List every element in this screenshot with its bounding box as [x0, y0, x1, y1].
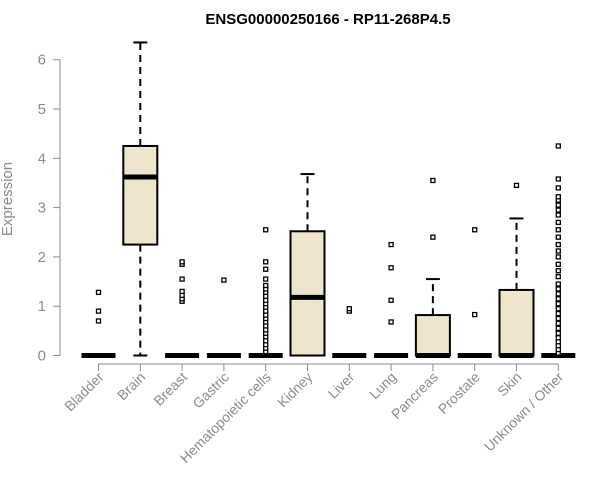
box-series: [81, 41, 576, 358]
outlier-point: [555, 306, 561, 312]
outlier-point: [179, 276, 185, 282]
outlier-point: [555, 219, 561, 226]
box-liver: [332, 306, 367, 358]
outlier-point: [555, 261, 561, 267]
chart-title: ENSG00000250166 - RP11-268P4.5: [205, 11, 450, 28]
outlier-point: [179, 288, 185, 295]
box-skin: [498, 182, 535, 358]
x-tick-label-bladder: Bladder: [61, 369, 107, 415]
outlier-point: [555, 207, 561, 213]
outlier-point: [221, 277, 227, 283]
x-tick-label-kidney: Kidney: [274, 369, 316, 411]
y-tick-label: 5: [38, 101, 46, 118]
outlier-point: [555, 335, 561, 341]
y-axis-label: Expression: [0, 162, 16, 236]
outlier-point: [555, 194, 561, 200]
box-hematopoietic-cells: [248, 227, 283, 358]
y-tick-label: 6: [38, 52, 46, 69]
x-tick-label-breast: Breast: [150, 369, 190, 409]
y-axis: 0 1 2 3 4 5 6: [38, 52, 61, 365]
outlier-point: [555, 281, 561, 287]
y-tick-label: 4: [38, 150, 46, 167]
box-unknown-other: [541, 143, 576, 358]
x-tick-label-lung: Lung: [366, 369, 399, 402]
outlier-point: [430, 234, 436, 240]
outlier-point: [555, 241, 561, 248]
outlier-point: [555, 330, 561, 336]
outlier-point: [263, 266, 269, 272]
y-tick-label: 2: [38, 249, 46, 266]
outlier-point: [555, 185, 561, 191]
outlier-point: [388, 241, 394, 248]
outlier-point: [388, 265, 394, 271]
outlier-point: [555, 176, 561, 182]
outlier-point: [472, 311, 478, 318]
x-tick-label-liver: Liver: [325, 369, 358, 402]
outlier-point: [430, 177, 436, 184]
x-tick-label-brain: Brain: [114, 369, 148, 403]
outlier-point: [555, 301, 561, 307]
outlier-point: [388, 319, 394, 325]
outlier-point: [179, 259, 185, 265]
outlier-point: [263, 276, 269, 282]
outlier-point: [555, 315, 561, 322]
outlier-point: [555, 320, 561, 327]
outlier-point: [555, 234, 561, 240]
outlier-point: [555, 202, 561, 208]
outlier-point: [346, 306, 352, 312]
box-bladder: [81, 289, 116, 358]
box-body: [122, 144, 159, 246]
outlier-point: [95, 308, 102, 314]
y-tick-label: 1: [38, 298, 46, 315]
outlier-point: [555, 273, 561, 280]
outlier-point: [555, 143, 561, 149]
outlier-point: [95, 318, 102, 324]
outlier-point: [513, 182, 520, 189]
outlier-point: [555, 268, 561, 274]
box-body: [498, 288, 535, 357]
box-pancreas: [414, 177, 451, 358]
outlier-point: [95, 289, 102, 296]
outlier-point: [555, 325, 561, 332]
box-gastric: [206, 277, 241, 358]
outlier-point: [263, 227, 269, 233]
outlier-point: [555, 286, 561, 292]
outlier-point: [555, 248, 561, 254]
y-tick-label: 0: [38, 348, 46, 365]
outlier-point: [388, 297, 394, 303]
y-tick-label: 3: [38, 200, 46, 217]
box-body: [414, 314, 451, 357]
x-tick-label-skin: Skin: [494, 369, 525, 400]
outlier-point: [472, 227, 478, 233]
outlier-point: [555, 291, 561, 297]
box-brain: [122, 41, 159, 357]
box-kidney: [289, 173, 326, 357]
outlier-point: [555, 310, 561, 317]
box-prostate: [457, 227, 492, 358]
outlier-point: [555, 254, 561, 260]
outlier-point: [263, 282, 269, 289]
x-tick-label-unknown-other: Unknown / Other: [481, 369, 567, 455]
box-body: [289, 230, 326, 357]
box-lung: [374, 241, 409, 358]
box-breast: [165, 259, 200, 358]
outlier-point: [555, 296, 561, 302]
outlier-point: [555, 212, 561, 218]
outlier-point: [263, 259, 269, 265]
x-tick-label-prostate: Prostate: [435, 369, 483, 417]
outlier-point: [555, 227, 561, 233]
